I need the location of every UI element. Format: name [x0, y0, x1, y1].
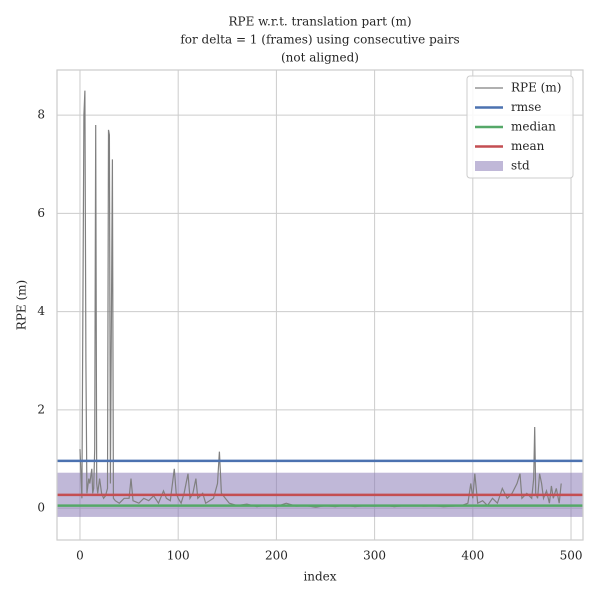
x-tick-label: 100 [167, 549, 190, 563]
chart-title: RPE w.r.t. translation part (m) [229, 15, 412, 29]
legend-box [466, 75, 574, 179]
x-tick-label: 400 [461, 549, 484, 563]
rpe-line [79, 90, 562, 508]
y-tick-label: 4 [37, 304, 45, 318]
chart-title: (not aligned) [281, 51, 359, 65]
y-axis-label: RPE (m) [15, 280, 29, 330]
legend-label: std [511, 159, 530, 173]
plot-frame [56, 69, 584, 541]
y-tick-label: 6 [37, 206, 45, 220]
x-tick-label: 500 [560, 549, 583, 563]
x-tick-label: 200 [265, 549, 288, 563]
legend-swatch [475, 161, 503, 171]
legend-label: mean [511, 139, 545, 153]
legend-label: rmse [511, 100, 541, 114]
x-tick-label: 0 [76, 549, 84, 563]
legend-label: median [511, 120, 556, 134]
x-axis-label: index [303, 570, 336, 584]
legend-label: RPE (m) [511, 81, 561, 95]
y-tick-label: 2 [37, 402, 45, 416]
chart-title: for delta = 1 (frames) using consecutive… [180, 33, 459, 47]
y-tick-label: 8 [37, 108, 45, 122]
x-tick-label: 300 [363, 549, 386, 563]
y-tick-label: 0 [37, 501, 45, 515]
